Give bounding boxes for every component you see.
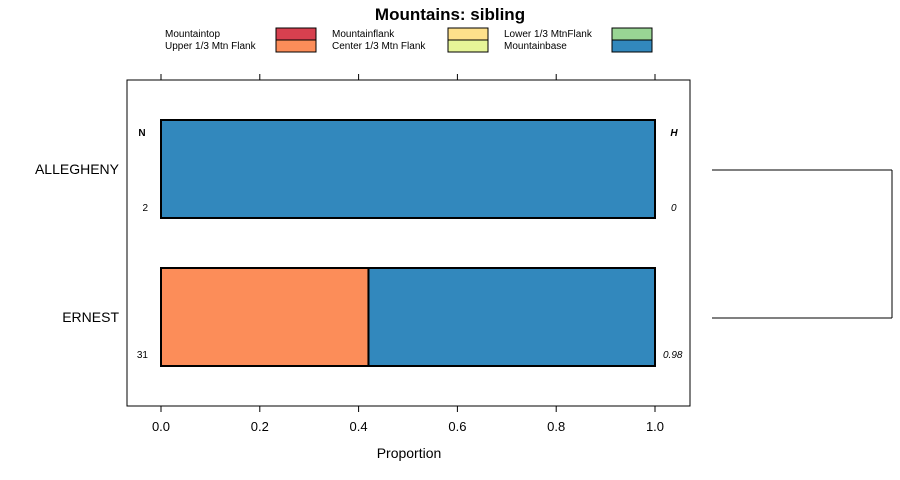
legend-label-center-1-3-mtn-flank: Center 1/3 Mtn Flank [332, 41, 426, 52]
bars-group [160, 119, 656, 367]
tick-label-5: 1.0 [646, 419, 664, 434]
h-header: H [670, 128, 678, 139]
chart-title: Mountains: sibling [375, 5, 525, 24]
legend-swatch-upper-1-3-mtn-flank [275, 39, 317, 53]
tick-label-3: 0.6 [448, 419, 466, 434]
plot-frame [126, 79, 691, 407]
legend-swatch-mountaintop [275, 27, 317, 41]
category-labels: ALLEGHENY ERNEST [35, 161, 120, 325]
tick-label-0: 0.0 [152, 419, 170, 434]
legend-swatch-lower-1-3-mtnflank [611, 27, 653, 41]
legend-swatch-center-1-3-mtn-flank [447, 39, 489, 53]
x-axis-label: Proportion [377, 445, 442, 461]
legend-label-mountainbase: Mountainbase [504, 41, 567, 52]
legend: Mountaintop Mountainflank Lower 1/3 MtnFla… [165, 27, 653, 53]
legend-swatch-mountainflank [447, 27, 489, 41]
h-value-ernest: 0.98 [663, 350, 683, 361]
category-label-ernest: ERNEST [62, 309, 119, 325]
tick-label-4: 0.8 [547, 419, 565, 434]
n-value-ernest: 31 [137, 350, 149, 361]
n-value-allegheny: 2 [142, 203, 148, 214]
bar-ernest-upper-1-3-mtn-flank [160, 267, 370, 367]
n-header: N [138, 128, 145, 139]
bar-ernest-mountainbase [367, 267, 656, 367]
x-axis-ticks: 0.0 0.2 0.4 0.6 0.8 1.0 [152, 74, 664, 434]
tick-label-1: 0.2 [251, 419, 269, 434]
bar-allegheny-mountainbase [160, 119, 656, 219]
legend-label-mountaintop: Mountaintop [165, 29, 220, 40]
tick-label-2: 0.4 [350, 419, 368, 434]
legend-label-upper-1-3-mtn-flank: Upper 1/3 Mtn Flank [165, 41, 257, 52]
legend-label-mountainflank: Mountainflank [332, 29, 395, 40]
dendrogram [712, 169, 893, 319]
category-label-allegheny: ALLEGHENY [35, 161, 120, 177]
n-h-annotations: N H 2 31 0 0.98 [137, 128, 683, 361]
legend-label-lower-1-3-mtnflank: Lower 1/3 MtnFlank [504, 29, 593, 40]
legend-swatch-mountainbase [611, 39, 653, 53]
h-value-allegheny: 0 [671, 203, 677, 214]
